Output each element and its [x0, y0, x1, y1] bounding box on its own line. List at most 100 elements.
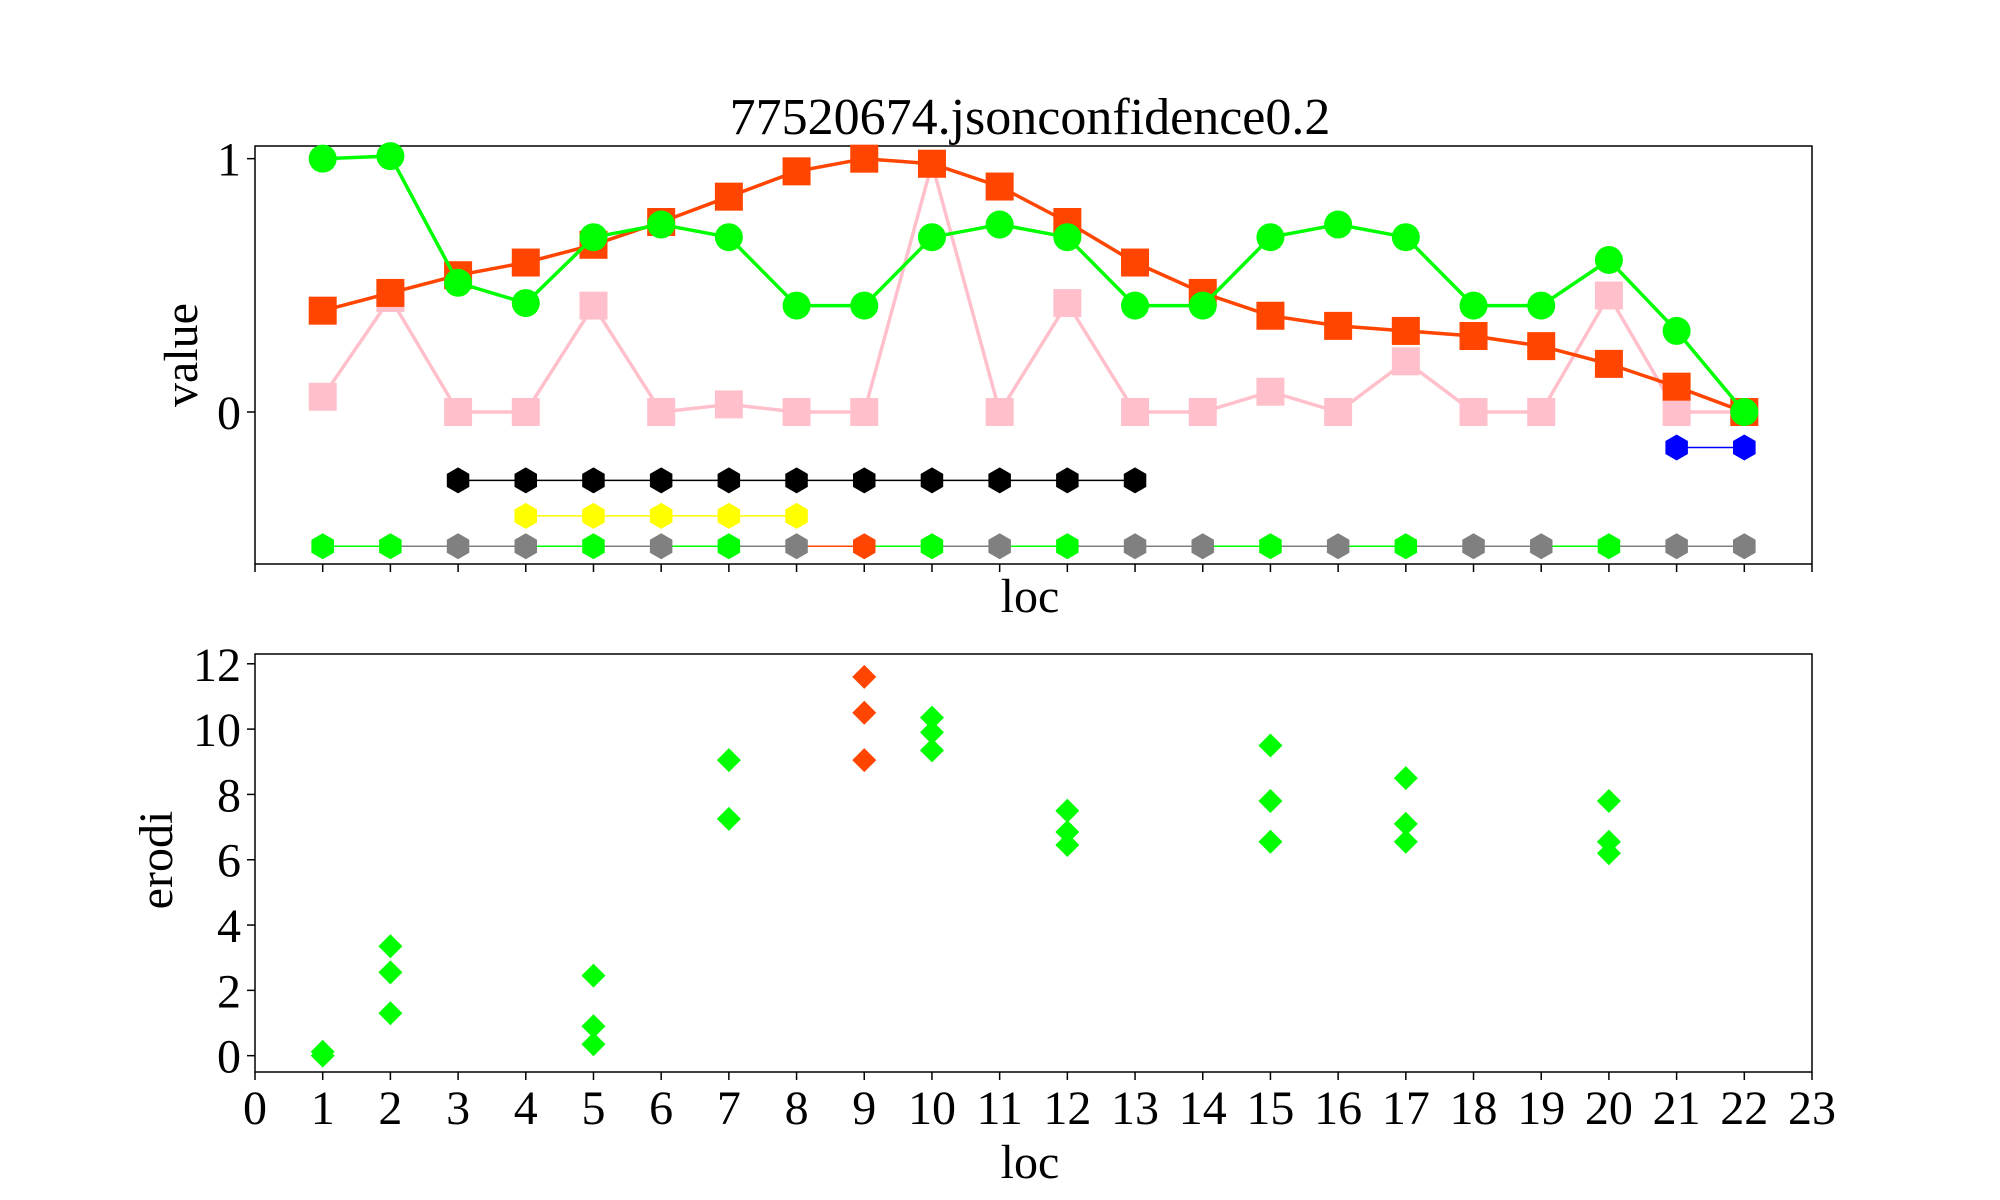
bottom-xtick-label: 20 [1585, 1082, 1633, 1135]
series-6-point [649, 533, 673, 560]
series-3-point [446, 467, 470, 494]
bottom-xtick-label: 23 [1788, 1082, 1836, 1135]
top-ytick-label: 1 [217, 134, 241, 187]
series-2-point [444, 268, 473, 297]
series-2-point [714, 223, 743, 252]
erodi-point [919, 705, 944, 730]
series-2-point [850, 291, 879, 320]
series-2-point [1527, 291, 1556, 320]
series-1-point [1527, 332, 1556, 361]
series-1-point [1324, 311, 1353, 340]
series-3-point [785, 467, 808, 494]
bottom-xtick-label: 2 [378, 1082, 402, 1135]
bottom-xtick-label: 16 [1314, 1082, 1362, 1135]
series-1-point [1662, 372, 1691, 401]
series-2-point [1053, 223, 1082, 252]
series-3-point [988, 467, 1011, 494]
series-1-point [1121, 248, 1150, 277]
series-4-point [514, 502, 537, 529]
erodi-point [919, 720, 944, 745]
bottom-xtick-label: 9 [852, 1082, 876, 1135]
erodi-point [716, 748, 741, 773]
series-4-point [785, 502, 808, 529]
bottom-xtick-label: 10 [908, 1082, 956, 1135]
series-2-point [1459, 291, 1488, 320]
series-6-point [920, 533, 944, 560]
erodi-point [581, 1014, 606, 1039]
series-6-point [853, 533, 876, 560]
series-0-point [714, 390, 743, 419]
erodi-point [1055, 833, 1080, 858]
erodi-point [852, 700, 877, 725]
series-3-point [582, 467, 605, 494]
bottom-xtick-label: 8 [785, 1082, 809, 1135]
erodi-point [581, 963, 606, 988]
series-6-point [1530, 533, 1553, 560]
bottom-xtick-label: 21 [1653, 1082, 1701, 1135]
series-1-line [322, 156, 1745, 414]
bottom-xtick-label: 14 [1179, 1082, 1227, 1135]
series-2-point [511, 289, 540, 318]
series-6-point [717, 533, 741, 560]
bottom-xtick-label: 11 [977, 1082, 1023, 1135]
series-6-point [1123, 533, 1147, 560]
series-0-point [1188, 398, 1217, 426]
series-6-point [1056, 533, 1079, 560]
series-0-point [444, 398, 473, 426]
bottom-ytick-label: 8 [217, 769, 241, 822]
erodi-point [919, 738, 944, 763]
series-6-point [1733, 533, 1756, 560]
series-3-point [920, 467, 944, 494]
erodi-point [1258, 829, 1283, 854]
series-0-line [321, 157, 1745, 417]
bottom-ytick-label: 0 [217, 1031, 241, 1084]
series-3-point [514, 467, 537, 494]
series-6-point [785, 533, 808, 560]
series-0-point [308, 382, 337, 411]
series-2-line [322, 154, 1746, 414]
series-3-point [717, 467, 741, 494]
erodi-point [1393, 766, 1418, 791]
series-6-point [514, 533, 537, 560]
series-2-point [579, 223, 608, 252]
series-3-point [853, 467, 876, 494]
series-1-point [1256, 301, 1285, 330]
bottom-ytick-label: 12 [193, 639, 241, 692]
series-3-point [1123, 467, 1147, 494]
erodi-point [852, 748, 877, 773]
erodi-point [1055, 819, 1080, 844]
series-0-point [1121, 398, 1150, 426]
series-2-point [1121, 291, 1150, 320]
bottom-ytick-label: 2 [217, 965, 241, 1018]
series-0-point [1594, 281, 1623, 310]
erodi-point [581, 1032, 606, 1057]
series-2-point [1730, 398, 1759, 426]
series-2-point [1324, 210, 1353, 239]
bottom-xtick-label: 18 [1450, 1082, 1498, 1135]
top-chart: 0 1 loc value [155, 134, 1813, 623]
bottom-xtick-label: 1 [311, 1082, 335, 1135]
bottom-xtick-label: 12 [1043, 1082, 1091, 1135]
series-4-point [582, 502, 605, 529]
bottom-ytick-label: 4 [217, 900, 241, 953]
erodi-point [378, 960, 403, 985]
series-1-point [308, 296, 337, 325]
series-2-point [376, 142, 405, 171]
series-6-point [1191, 533, 1214, 560]
series-1-point [917, 149, 946, 178]
series-6-point [1665, 533, 1688, 560]
series-0-point [985, 398, 1014, 426]
series-0-point [1459, 398, 1488, 426]
series-1-point [714, 182, 743, 211]
top-xlabel: loc [1001, 570, 1060, 623]
series-2-point [647, 210, 676, 239]
erodi-point [1393, 811, 1418, 836]
bottom-ylabel: erodi [130, 811, 183, 910]
series-1-point [782, 157, 811, 186]
erodi-point [1596, 829, 1621, 854]
top-ytick-label: 0 [217, 387, 241, 440]
series-6-point [1597, 533, 1621, 560]
series-1-point [1594, 349, 1623, 378]
